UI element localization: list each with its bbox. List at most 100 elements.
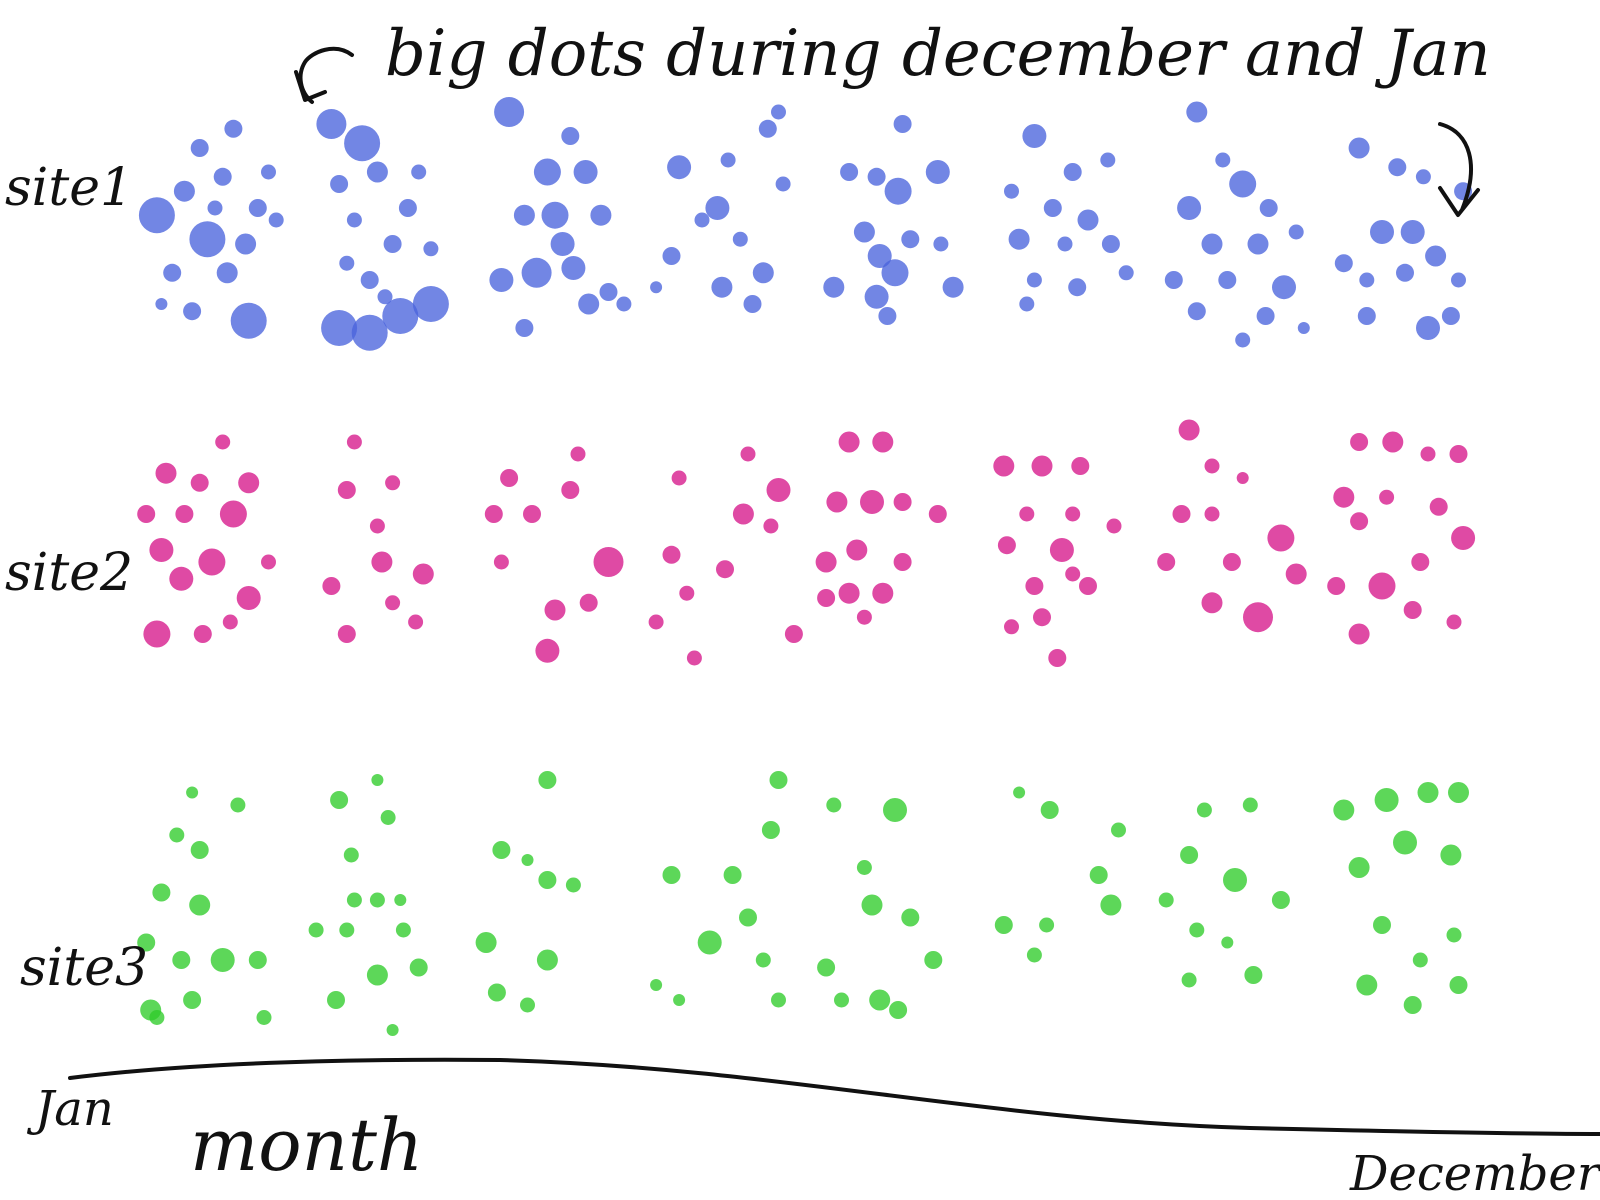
site1-dot [1297,322,1310,334]
site1-dot [173,180,195,202]
site3-dot [1039,917,1055,933]
site2-dot [993,455,1015,477]
site3-dot [1333,799,1355,821]
site3-dot [739,908,757,927]
site2-dot [732,503,754,525]
site1-dot [853,221,875,243]
site1-dot [590,204,612,226]
site1-dot [1026,272,1042,288]
site1-dot [383,235,402,253]
site2-dot [1382,431,1404,453]
site1-dot [155,298,168,310]
site3-dot [1189,922,1205,938]
site2-dot [1350,512,1369,531]
site2-dot [561,481,580,499]
site2-dot [997,536,1016,555]
site3-dot [339,922,355,938]
site3-dot [210,948,235,972]
site3-dot [538,771,557,789]
site2-dot [198,548,226,576]
site2-dot [1204,506,1220,522]
site2-dot [1106,518,1122,534]
site2-dot [1019,506,1035,522]
site1-dot [1396,263,1414,282]
site1-dot [578,293,600,315]
site1-dot [1164,271,1183,289]
site2-dot [322,577,341,595]
site1-dot [893,115,912,133]
site3-dot [1446,927,1462,943]
site1-dot [573,160,598,184]
site2-dot [1379,489,1395,505]
site1-dot [163,263,182,282]
site2-dot [1222,553,1241,571]
site2-dot [817,589,836,607]
site2-dot [193,625,212,643]
site2-dot [1446,614,1462,630]
site1-dot [705,196,730,220]
site2-dot [1201,592,1223,614]
site2-dot [346,434,362,450]
site3-dot [380,810,396,825]
site1-dot [1218,271,1237,289]
site3-dot [149,1010,165,1025]
site3-dot [256,1010,272,1025]
site3-dot [1013,786,1026,799]
site3-dot [1449,976,1468,994]
site3-dot [769,771,788,789]
site3-dot [1448,782,1469,803]
site2-dot [337,481,356,499]
site3-dot [1181,972,1197,988]
site3-dot [330,791,349,809]
site1-dot [758,119,777,138]
site3-dot [536,949,558,971]
site2-dot [238,472,260,494]
site1-dot [942,276,964,298]
site1-dot [1235,332,1251,348]
site2-dot [1204,458,1220,474]
site3-dot [137,933,156,952]
site1-dot [1101,235,1120,253]
site3-dot [1417,782,1439,803]
site2-dot [928,505,947,523]
site3-dot [308,922,324,938]
site1-dot [1334,254,1353,273]
site1-dot [694,212,710,228]
site2-dot [137,505,156,523]
site1-label: site1 [5,158,133,218]
site2-dot [369,518,385,534]
site1-dot [521,257,552,288]
site3-dot [755,952,771,968]
site1-dot [711,276,733,298]
site1-dot [775,176,791,192]
site2-dot [838,431,860,453]
site3-dot [371,774,384,786]
site1-dot [884,177,912,205]
site3-dot [409,958,428,977]
site3-dot [565,877,581,893]
site1-dot [1118,265,1134,281]
site3-dot [520,997,535,1013]
site2-dot [593,547,624,577]
site3-dot [487,983,506,1002]
site1-dot [743,295,762,313]
site2-dot [371,551,393,573]
site2-dot [155,462,177,484]
site3-dot [817,958,836,977]
left-curved-arrow-icon [294,46,354,104]
site2-dot [1033,608,1051,627]
site2-dot [740,446,756,462]
site2-dot [484,505,503,523]
site2-dot [1285,563,1307,585]
site1-dot [489,268,514,292]
site1-dot [1359,272,1375,288]
site1-dot [1100,152,1116,168]
x-axis-end-label: December [1349,1146,1600,1200]
site1-dot [1370,220,1394,244]
site2-dot [716,560,734,579]
site1-dot [1068,278,1087,297]
site1-dot [398,199,417,217]
site3-dot [343,847,359,863]
site1-dot [1008,228,1030,250]
